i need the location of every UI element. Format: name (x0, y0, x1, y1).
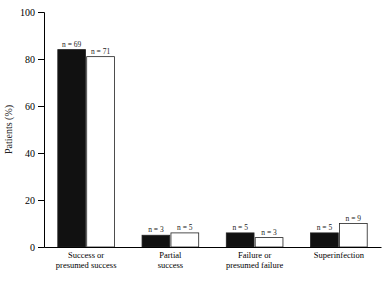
x-tick-label: Superinfection (314, 250, 365, 260)
x-axis: Success orpresumed success Partialsuccess… (45, 248, 382, 270)
x-tick-label: Failure orpresumed failure (226, 250, 284, 270)
annotation: n = 71 (91, 47, 110, 56)
y-tick-label: 40 (25, 148, 35, 159)
y-tick-mark (38, 153, 44, 154)
y-tick: 40 (25, 148, 44, 159)
y-tick-label: 100 (20, 7, 35, 18)
x-tick-label: Partialsuccess (158, 250, 184, 270)
y-axis-line (38, 13, 45, 248)
y-tick-label: 80 (25, 54, 35, 65)
bar (142, 235, 170, 247)
chart: n = 69 n = 3 n = 5 n = 5 n = 71 n = 5 n = 3 n =… (0, 0, 391, 281)
x-axis-line (45, 247, 382, 248)
series (58, 50, 339, 247)
y-tick: 60 (25, 101, 44, 112)
y-tick-label: 60 (25, 101, 35, 112)
annotation: n = 5 (177, 223, 193, 232)
y-tick-mark (38, 12, 44, 13)
annotation: n = 3 (261, 228, 277, 237)
y-axis-title: Patients (%) (3, 105, 15, 154)
y-tick: 20 (25, 195, 44, 206)
y-tick: 80 (25, 54, 44, 65)
bars (58, 50, 367, 247)
series (87, 57, 368, 247)
x-tick: Failure orpresumed failure (226, 250, 284, 270)
y-axis: 0 20 40 60 80 100 (20, 7, 45, 253)
plot: n = 69 n = 3 n = 5 n = 5 n = 71 n = 5 n = 3 n =… (20, 7, 382, 270)
y-tick-mark (38, 247, 44, 248)
annotations: n = 69 n = 3 n = 5 n = 5 n = 71 n = 5 n = 3 n =… (62, 40, 361, 237)
y-tick-mark (38, 106, 44, 107)
annotation: n = 5 (317, 223, 333, 232)
bar (311, 233, 339, 247)
y-tick: 0 (30, 242, 44, 253)
bar (339, 224, 367, 248)
y-tick-mark (38, 59, 44, 60)
x-tick: Superinfection (314, 250, 365, 260)
bar (58, 50, 86, 247)
x-tick-label: Success orpresumed success (56, 250, 117, 270)
bar (171, 233, 199, 247)
x-tick: Success orpresumed success (56, 250, 117, 270)
annotation: n = 3 (148, 225, 164, 234)
y-tick: 100 (20, 7, 44, 18)
annotation: n = 9 (346, 214, 362, 223)
x-tick: Partialsuccess (158, 250, 184, 270)
y-tick-label: 0 (30, 242, 35, 253)
bar (226, 233, 254, 247)
bar (255, 238, 283, 247)
annotation: n = 69 (62, 40, 81, 49)
bar (87, 57, 115, 247)
y-tick-mark (38, 200, 44, 201)
annotation: n = 5 (232, 223, 248, 232)
y-tick-label: 20 (25, 195, 35, 206)
